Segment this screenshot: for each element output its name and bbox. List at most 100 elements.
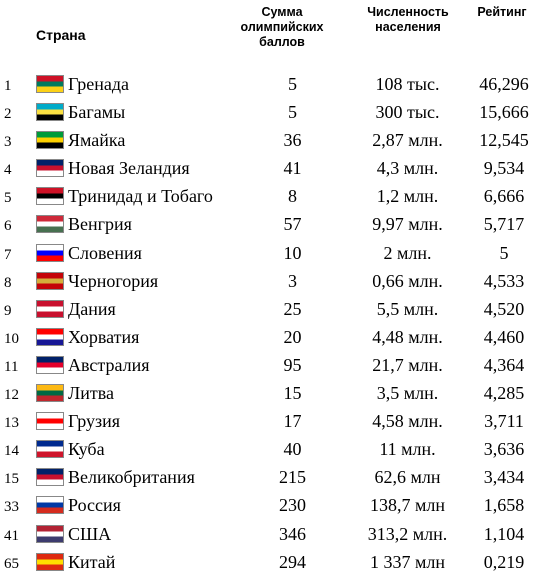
points-cell: 346 bbox=[279, 523, 306, 544]
table-row: 6 Венгрия 57 9,97 млн. 5,717 bbox=[0, 210, 546, 238]
country-cell: Куба bbox=[68, 439, 105, 460]
rating-cell: 4,364 bbox=[483, 354, 525, 375]
table-row: 14 Куба 40 11 млн. 3,636 bbox=[0, 435, 546, 463]
table-body: 1 Гренада 5 108 тыс. 46,296 2 Багамы 5 300 тыс. 1… bbox=[0, 70, 546, 576]
population-cell: 3,5 млн. bbox=[376, 383, 439, 404]
table-row: 3 Ямайка 36 2,87 млн. 12,545 bbox=[0, 126, 546, 154]
header-population-line: населения bbox=[375, 20, 441, 34]
table-row: 12 Литва 15 3,5 млн. 4,285 bbox=[0, 379, 546, 407]
country-cell: Дания bbox=[68, 298, 116, 319]
header-points-line: баллов bbox=[259, 35, 305, 49]
rank-cell: 3 bbox=[4, 134, 12, 151]
population-cell: 11 млн. bbox=[379, 439, 436, 460]
points-cell: 15 bbox=[283, 383, 302, 404]
rank-cell: 7 bbox=[4, 246, 12, 263]
table-row: 4 Новая Зеландия 41 4,3 млн. 9,534 bbox=[0, 154, 546, 182]
points-cell: 230 bbox=[279, 495, 306, 516]
rating-cell: 9,534 bbox=[483, 158, 525, 179]
country-cell: Багамы bbox=[68, 102, 126, 123]
header-points: Сумма олимпийских баллов bbox=[240, 5, 324, 50]
country-cell: Великобритания bbox=[68, 467, 195, 488]
population-cell: 21,7 млн. bbox=[372, 354, 443, 375]
cuba-flag-icon bbox=[36, 440, 64, 459]
points-cell: 20 bbox=[283, 326, 302, 347]
rating-cell: 4,533 bbox=[483, 270, 525, 291]
uk-flag-icon bbox=[36, 468, 64, 487]
rating-cell: 3,711 bbox=[484, 411, 524, 432]
country-cell: Новая Зеландия bbox=[68, 158, 190, 179]
population-cell: 4,48 млн. bbox=[372, 326, 443, 347]
country-cell: Черногория bbox=[68, 270, 159, 291]
rating-cell: 5 bbox=[499, 242, 509, 263]
rating-cell: 1,658 bbox=[483, 495, 525, 516]
rating-cell: 4,285 bbox=[483, 383, 525, 404]
bahamas-flag-icon bbox=[36, 103, 64, 122]
population-cell: 1,2 млн. bbox=[376, 186, 439, 207]
croatia-flag-icon bbox=[36, 327, 64, 346]
table-row: 41 США 346 313,2 млн. 1,104 bbox=[0, 520, 546, 548]
table-row: 8 Черногория 3 0,66 млн. 4,533 bbox=[0, 267, 546, 295]
australia-flag-icon bbox=[36, 355, 64, 374]
country-cell: Гренада bbox=[68, 74, 130, 94]
points-cell: 10 bbox=[283, 242, 302, 263]
header-rating: Рейтинг bbox=[477, 5, 527, 19]
table-row: 5 Тринидад и Тобаго 8 1,2 млн. 6,666 bbox=[0, 182, 546, 210]
points-cell: 5 bbox=[288, 102, 297, 123]
table-row: 2 Багамы 5 300 тыс. 15,666 bbox=[0, 98, 546, 126]
table-row: 7 Словения 10 2 млн. 5 bbox=[0, 239, 546, 267]
rating-cell: 4,520 bbox=[483, 298, 525, 319]
rank-cell: 2 bbox=[4, 106, 12, 123]
points-cell: 57 bbox=[283, 214, 302, 235]
population-cell: 108 тыс. bbox=[375, 74, 440, 94]
rating-cell: 5,717 bbox=[483, 214, 525, 235]
country-cell: Литва bbox=[68, 383, 114, 404]
points-cell: 5 bbox=[288, 74, 297, 94]
population-cell: 4,58 млн. bbox=[372, 411, 443, 432]
population-cell: 138,7 млн bbox=[369, 495, 445, 516]
rank-cell: 41 bbox=[4, 527, 19, 544]
header-population: Численность населения bbox=[352, 5, 464, 35]
rank-cell: 33 bbox=[4, 499, 19, 516]
table-row: 1 Гренада 5 108 тыс. 46,296 bbox=[0, 70, 546, 98]
population-cell: 9,97 млн. bbox=[372, 214, 443, 235]
population-cell: 0,66 млн. bbox=[372, 270, 443, 291]
rating-cell: 1,104 bbox=[483, 523, 525, 544]
table-row: 10 Хорватия 20 4,48 млн. 4,460 bbox=[0, 323, 546, 351]
rating-cell: 12,545 bbox=[479, 130, 529, 151]
points-cell: 3 bbox=[288, 270, 297, 291]
trinidad-tobago-flag-icon bbox=[36, 187, 64, 206]
population-cell: 62,6 млн bbox=[374, 467, 441, 488]
table-row: 13 Грузия 17 4,58 млн. 3,711 bbox=[0, 407, 546, 435]
rank-cell: 4 bbox=[4, 162, 12, 179]
rank-cell: 1 bbox=[4, 78, 12, 94]
table-row: 33 Россия 230 138,7 млн 1,658 bbox=[0, 491, 546, 519]
table-row: 65 Китай 294 1 337 млн 0,219 bbox=[0, 548, 546, 576]
header-points-line: олимпийских bbox=[240, 20, 324, 34]
points-cell: 17 bbox=[283, 411, 302, 432]
population-cell: 2 млн. bbox=[383, 242, 432, 263]
montenegro-flag-icon bbox=[36, 271, 64, 290]
rating-cell: 6,666 bbox=[483, 186, 525, 207]
rank-cell: 9 bbox=[4, 302, 12, 319]
rank-cell: 15 bbox=[4, 471, 19, 488]
table-row: 15 Великобритания 215 62,6 млн 3,434 bbox=[0, 463, 546, 491]
points-cell: 36 bbox=[283, 130, 302, 151]
header-population-line: Численность bbox=[367, 5, 449, 19]
population-cell: 313,2 млн. bbox=[367, 523, 448, 544]
rating-cell: 15,666 bbox=[479, 102, 529, 123]
new-zealand-flag-icon bbox=[36, 159, 64, 178]
country-cell: Хорватия bbox=[68, 326, 140, 347]
china-flag-icon bbox=[36, 552, 64, 571]
table-row: 11 Австралия 95 21,7 млн. 4,364 bbox=[0, 351, 546, 379]
rank-cell: 6 bbox=[4, 218, 12, 235]
country-cell: Грузия bbox=[68, 411, 121, 432]
jamaica-flag-icon bbox=[36, 131, 64, 150]
rating-cell: 3,434 bbox=[483, 467, 525, 488]
country-cell: Венгрия bbox=[68, 214, 132, 235]
russia-flag-icon bbox=[36, 496, 64, 515]
points-cell: 8 bbox=[288, 186, 297, 207]
points-cell: 95 bbox=[283, 354, 302, 375]
rank-cell: 12 bbox=[4, 387, 19, 404]
population-cell: 1 337 млн bbox=[369, 551, 445, 572]
header-country: Страна bbox=[36, 27, 86, 43]
